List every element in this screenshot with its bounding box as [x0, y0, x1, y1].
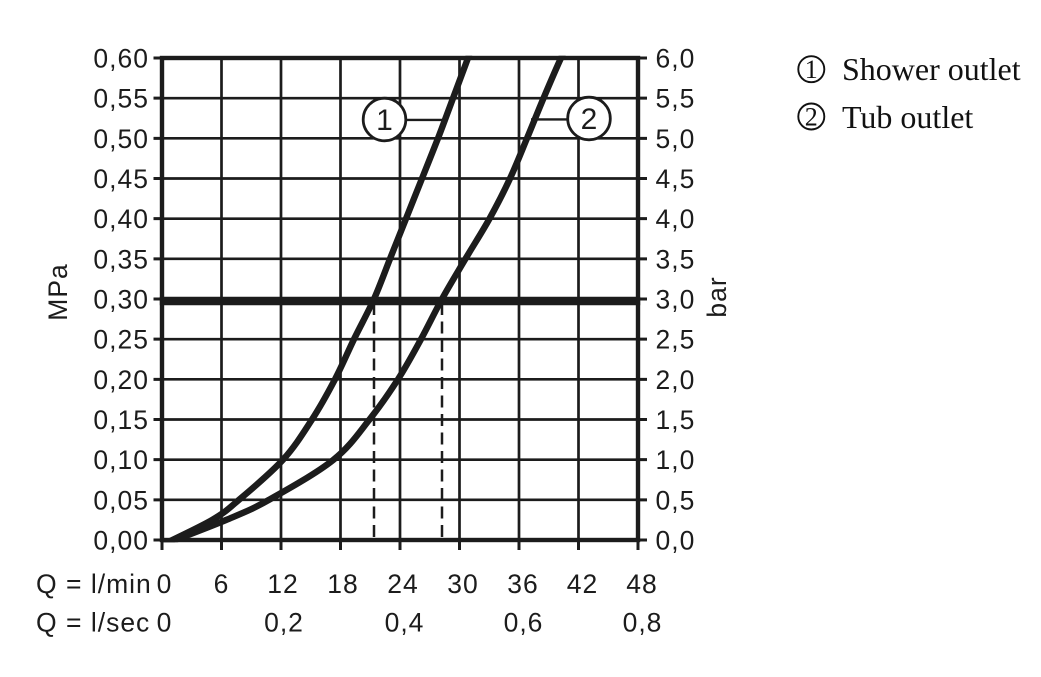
svg-text:48: 48: [626, 569, 657, 599]
svg-text:1: 1: [376, 104, 393, 137]
svg-text:2: 2: [581, 103, 598, 136]
svg-text:0: 0: [157, 608, 173, 638]
svg-text:0,45: 0,45: [93, 164, 149, 194]
svg-text:0,25: 0,25: [93, 325, 149, 355]
svg-text:3,5: 3,5: [656, 244, 696, 274]
svg-text:0,2: 0,2: [264, 608, 304, 638]
svg-text:4,5: 4,5: [656, 164, 696, 194]
svg-text:1,0: 1,0: [656, 445, 696, 475]
svg-text:0,15: 0,15: [93, 405, 149, 435]
svg-text:0,00: 0,00: [93, 526, 149, 556]
svg-text:36: 36: [507, 569, 538, 599]
svg-text:bar: bar: [702, 276, 732, 317]
svg-text:0,40: 0,40: [93, 204, 149, 234]
svg-text:0,20: 0,20: [93, 365, 149, 395]
svg-text:0,0: 0,0: [656, 526, 696, 556]
svg-text:MPa: MPa: [43, 263, 73, 321]
svg-text:0,05: 0,05: [93, 485, 149, 515]
svg-text:30: 30: [447, 569, 478, 599]
svg-text:2,0: 2,0: [656, 365, 696, 395]
svg-text:0,4: 0,4: [385, 608, 425, 638]
svg-text:6: 6: [214, 569, 230, 599]
svg-text:0,8: 0,8: [623, 608, 663, 638]
svg-text:0,60: 0,60: [93, 44, 149, 74]
svg-text:Q = l/sec: Q = l/sec: [36, 608, 150, 638]
svg-text:Q = l/min: Q = l/min: [36, 569, 152, 599]
svg-text:0: 0: [157, 569, 173, 599]
svg-text:2,5: 2,5: [656, 325, 696, 355]
svg-text:0,35: 0,35: [93, 244, 149, 274]
svg-text:0,10: 0,10: [93, 445, 149, 475]
svg-text:0,50: 0,50: [93, 124, 149, 154]
svg-text:0,30: 0,30: [93, 285, 149, 315]
svg-text:Tub outlet: Tub outlet: [842, 99, 973, 135]
svg-text:4,0: 4,0: [656, 204, 696, 234]
svg-text:Shower outlet: Shower outlet: [842, 51, 1021, 87]
svg-text:3,0: 3,0: [656, 285, 696, 315]
svg-text:6,0: 6,0: [656, 44, 696, 74]
svg-text:42: 42: [567, 569, 598, 599]
svg-text:5,0: 5,0: [656, 124, 696, 154]
svg-text:1,5: 1,5: [656, 405, 696, 435]
svg-text:5,5: 5,5: [656, 84, 696, 114]
svg-text:0,55: 0,55: [93, 84, 149, 114]
svg-text:24: 24: [387, 569, 418, 599]
svg-text:1: 1: [805, 55, 818, 84]
svg-text:2: 2: [805, 102, 818, 131]
svg-text:18: 18: [327, 569, 358, 599]
svg-text:0,6: 0,6: [504, 608, 544, 638]
svg-text:0,5: 0,5: [656, 485, 696, 515]
svg-text:12: 12: [267, 569, 298, 599]
